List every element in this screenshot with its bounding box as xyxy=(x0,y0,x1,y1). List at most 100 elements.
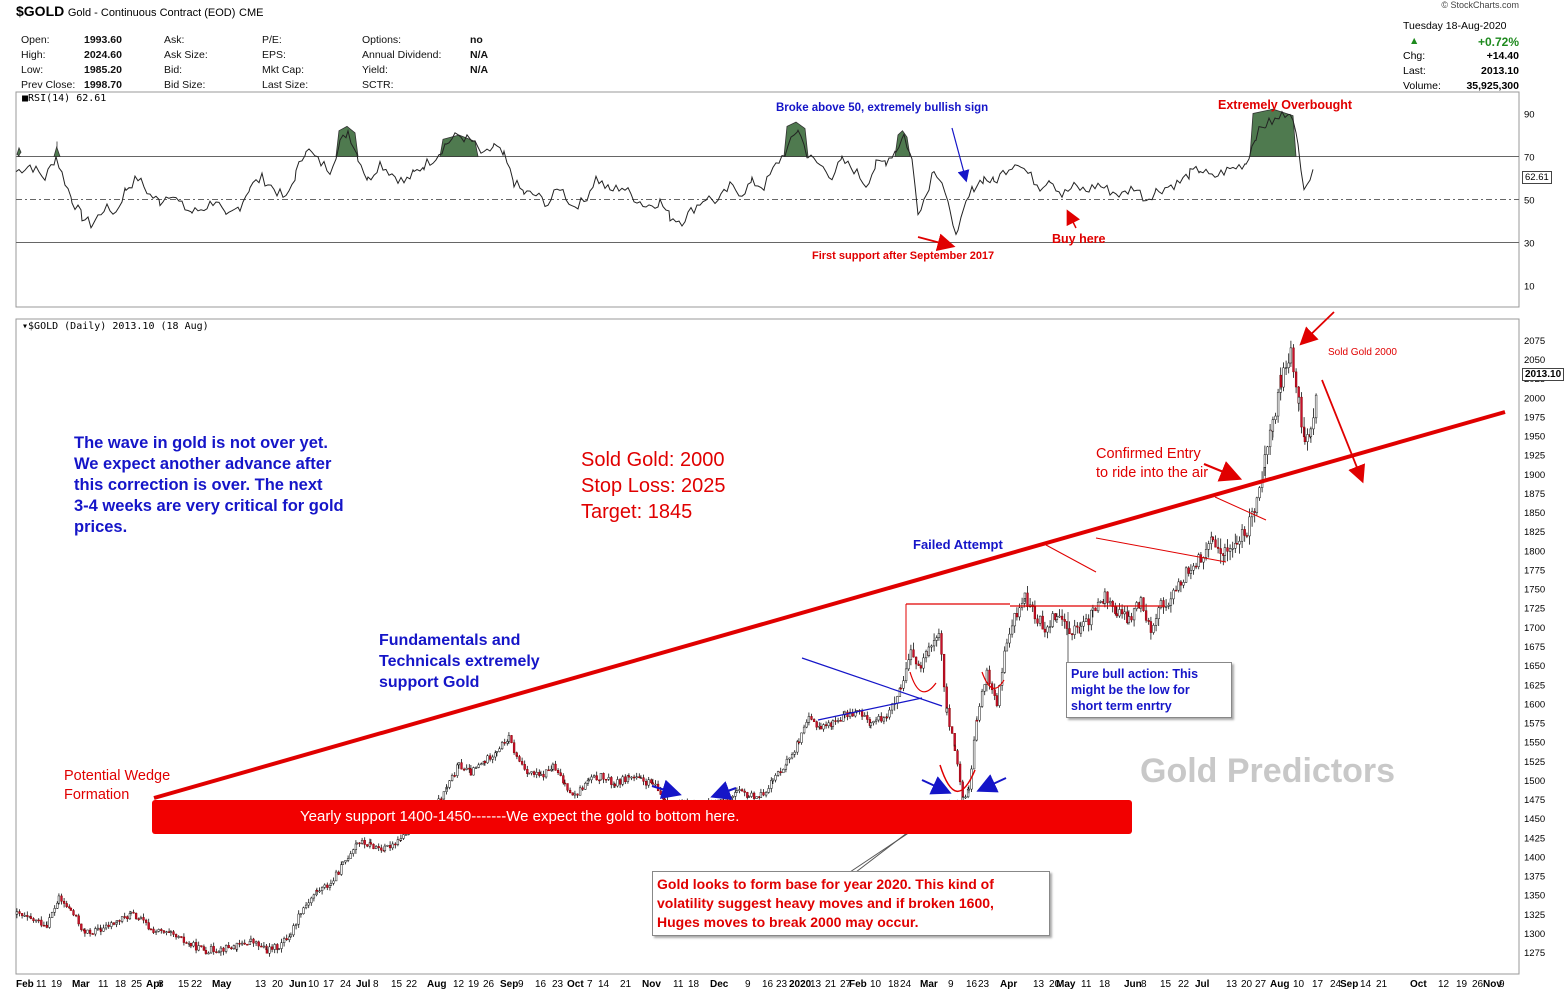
candle-body xyxy=(1132,608,1136,621)
candle-body xyxy=(238,942,241,945)
candle-body xyxy=(83,929,87,934)
price-tick-label: 1425 xyxy=(1524,833,1545,844)
stat-label: Bid Size: xyxy=(164,79,206,91)
x-tick-label: 15 xyxy=(1160,979,1172,990)
candle-body xyxy=(1082,621,1085,627)
candle-body xyxy=(1189,570,1193,574)
candle-body xyxy=(169,931,173,933)
arrow xyxy=(651,779,682,799)
candle-body xyxy=(462,768,466,771)
candle-body xyxy=(1008,633,1011,644)
x-tick-label: 20 xyxy=(272,979,284,990)
x-tick-label: 10 xyxy=(870,979,882,990)
arrow xyxy=(1321,379,1366,484)
candle-body xyxy=(202,946,206,951)
candle-body xyxy=(642,777,645,782)
arrow xyxy=(1203,461,1243,482)
x-tick-label: 11 xyxy=(1081,979,1092,990)
price-tick-label: 1750 xyxy=(1524,585,1545,596)
candle-body xyxy=(1147,620,1150,622)
x-tick-label: 17 xyxy=(1312,979,1324,990)
candle-body xyxy=(607,777,610,780)
price-tick-label: 1400 xyxy=(1524,852,1545,863)
candle-body xyxy=(280,942,283,949)
candle-body xyxy=(912,649,915,658)
candle-body xyxy=(793,751,796,755)
x-tick-label: 20 xyxy=(1241,979,1253,990)
candle-body xyxy=(129,911,133,914)
candle-body xyxy=(1103,591,1107,604)
candle-body xyxy=(1068,628,1071,635)
candle-body xyxy=(126,916,129,920)
candle-body xyxy=(562,775,565,784)
quote-date: Tuesday 18-Aug-2020 xyxy=(1403,20,1507,32)
candle-body xyxy=(149,928,153,931)
candle-body xyxy=(1179,581,1183,586)
candle-body xyxy=(839,720,842,722)
candle-body xyxy=(358,842,361,845)
candle-body xyxy=(860,711,864,717)
candle-body xyxy=(746,792,749,798)
candle-body xyxy=(779,771,782,774)
candle-body xyxy=(1204,549,1208,558)
candle-body xyxy=(1199,554,1203,563)
candle-body xyxy=(332,880,335,884)
candle-body xyxy=(807,716,811,723)
candle-body xyxy=(45,924,49,928)
candle-body xyxy=(276,944,279,950)
chg-label: Chg: xyxy=(1403,50,1426,62)
price-tick-label: 1625 xyxy=(1524,680,1545,691)
candle-body xyxy=(488,755,492,760)
candle-body xyxy=(885,716,889,719)
candle-body xyxy=(1084,618,1088,622)
base-curve xyxy=(981,671,1005,689)
candle-body xyxy=(307,902,310,906)
stat-label: Options: xyxy=(362,34,402,46)
candle-body xyxy=(967,788,971,791)
candle-body xyxy=(483,761,487,764)
x-tick-label: 12 xyxy=(453,979,465,990)
x-tick-label: Sep xyxy=(500,979,518,990)
candle-body xyxy=(1090,609,1093,626)
x-tick-label: 11 xyxy=(673,979,684,990)
x-tick-label: 18 xyxy=(115,979,127,990)
candle-body xyxy=(457,762,461,766)
candle-body xyxy=(165,931,168,933)
candle-body xyxy=(638,776,641,778)
candle-body xyxy=(584,783,587,790)
candle-body xyxy=(985,669,989,685)
candle-body xyxy=(334,871,338,882)
x-tick-label: 18 xyxy=(888,979,900,990)
price-tick-label: 1675 xyxy=(1524,642,1545,653)
x-tick-label: 11 xyxy=(98,979,109,990)
candle-body xyxy=(805,722,808,728)
stat-value: 1993.60 xyxy=(84,34,122,46)
annotation-confirmed: Confirmed Entry to ride into the air xyxy=(1096,446,1209,481)
x-tick-label: 7 xyxy=(587,979,593,990)
candle-body xyxy=(604,778,608,781)
candle-body xyxy=(734,792,737,797)
candle-body xyxy=(822,724,825,730)
candle-body xyxy=(953,733,956,747)
x-tick-label: May xyxy=(212,979,232,990)
candle-body xyxy=(42,924,46,927)
rsi-overbought-area xyxy=(53,141,61,157)
candle-body xyxy=(1194,565,1198,568)
candle-body xyxy=(402,834,405,839)
x-tick-label: 22 xyxy=(191,979,203,990)
x-tick-label: 21 xyxy=(620,979,632,990)
candle-body xyxy=(539,773,543,776)
candle-body xyxy=(277,948,281,950)
candle-body xyxy=(450,775,454,781)
candle-body xyxy=(632,776,636,779)
candle-body xyxy=(1279,374,1283,388)
price-tick-label: 1925 xyxy=(1524,451,1545,462)
candle-body xyxy=(310,897,313,904)
candle-body xyxy=(396,839,400,845)
candle-body xyxy=(1076,625,1079,628)
candle-body xyxy=(790,754,794,759)
candle-body xyxy=(621,776,624,785)
candle-body xyxy=(383,845,387,851)
candle-body xyxy=(491,756,494,760)
